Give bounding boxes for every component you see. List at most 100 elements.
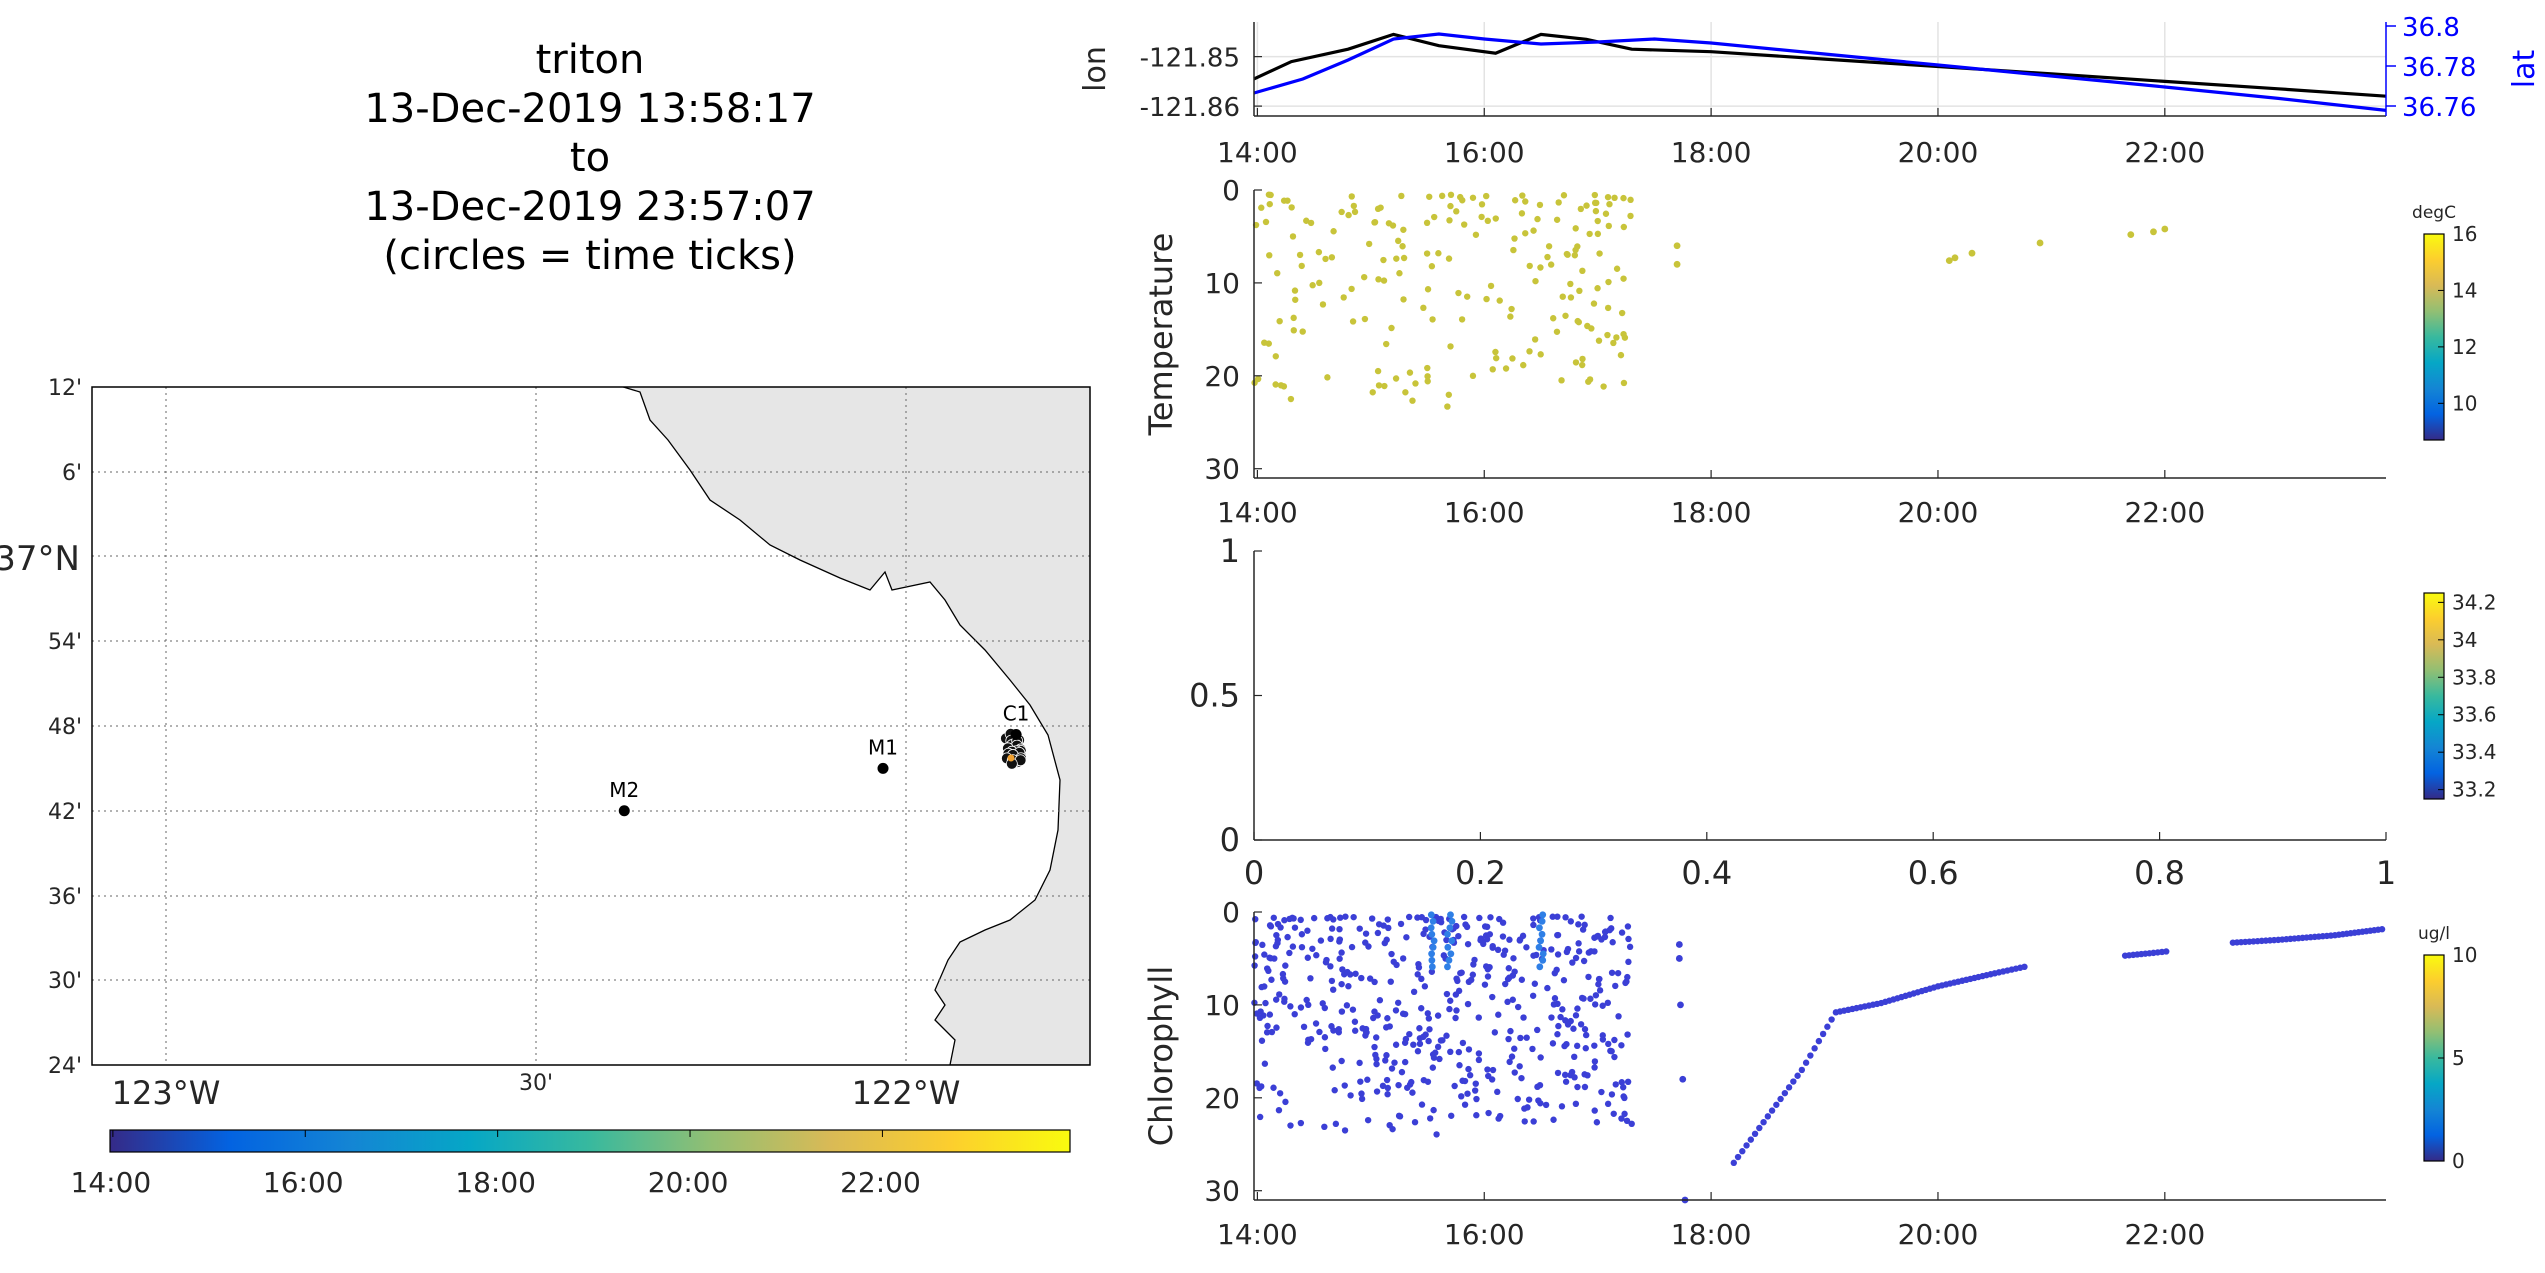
- data-point: [1424, 364, 1431, 372]
- data-point: [1811, 1045, 1818, 1052]
- data-point: [1581, 1083, 1589, 1091]
- data-point: [1539, 950, 1547, 958]
- data-point: [1458, 969, 1465, 976]
- data-point: [1523, 944, 1530, 951]
- data-point: [1332, 1120, 1340, 1128]
- data-point: [1624, 1031, 1631, 1038]
- data-point: [1437, 915, 1444, 923]
- data-point: [1375, 276, 1382, 283]
- data-point: [1270, 914, 1277, 921]
- salinity-colorbar: [2423, 592, 2445, 800]
- station-marker: [1010, 728, 1022, 740]
- data-point: [1605, 278, 1612, 286]
- data-point: [1322, 255, 1329, 263]
- data-point: [1489, 993, 1496, 1001]
- data-point: [1258, 1083, 1265, 1090]
- data-point: [1428, 963, 1436, 971]
- data-point: [1511, 197, 1519, 204]
- time-colorbar-tick-label: 20:00: [648, 1166, 729, 1199]
- data-point: [1518, 976, 1526, 983]
- data-point: [1478, 213, 1485, 221]
- data-point: [1268, 976, 1275, 983]
- data-point: [1539, 956, 1547, 964]
- data-point: [1618, 309, 1626, 317]
- data-point: [1424, 373, 1431, 380]
- map-lat-tick-label: 12': [48, 376, 82, 401]
- y-tick-label: 0: [1222, 896, 1240, 929]
- data-point: [1551, 969, 1558, 977]
- data-point: [1451, 1082, 1458, 1090]
- data-point: [1464, 940, 1472, 948]
- data-point: [1608, 969, 1616, 976]
- data-point: [1734, 1153, 1742, 1161]
- data-point: [1369, 389, 1376, 396]
- colorbar-tick-label: 12: [2452, 335, 2477, 359]
- data-point: [1351, 208, 1359, 216]
- data-point: [1572, 954, 1580, 962]
- temperature-colorbar-ticks: 10 12 14 16: [2438, 222, 2477, 415]
- data-point: [1456, 1062, 1463, 1069]
- data-point: [1300, 1023, 1308, 1031]
- data-point: [1310, 914, 1318, 922]
- data-point: [1262, 999, 1269, 1007]
- data-point: [1535, 943, 1543, 951]
- salinity-x-tick-label: 0.2: [1455, 854, 1506, 892]
- data-point: [1402, 389, 1409, 396]
- data-point: [1573, 1042, 1581, 1050]
- data-point: [1361, 315, 1369, 323]
- time-colorbar-tick-label: 16:00: [263, 1166, 344, 1199]
- data-point: [1572, 1012, 1580, 1019]
- data-point: [1365, 240, 1373, 248]
- data-point: [1569, 959, 1576, 966]
- data-point: [1263, 1029, 1271, 1036]
- data-point: [1604, 999, 1612, 1007]
- station-label: M1: [868, 735, 898, 759]
- data-point: [1625, 935, 1632, 943]
- data-point: [1429, 943, 1437, 951]
- colorbar-tick-label: 33.4: [2452, 740, 2497, 764]
- position-panel: 14:00 16:00 18:00 20:00 22:00 -121.85 -121.86 3…: [1078, 13, 2542, 169]
- map-lat-tick-label: 36': [48, 885, 82, 910]
- data-point: [1611, 194, 1618, 202]
- data-point: [1484, 973, 1492, 980]
- data-point: [1405, 913, 1413, 921]
- data-point: [1521, 1105, 1528, 1112]
- data-point: [1575, 940, 1582, 947]
- data-point: [1596, 250, 1603, 257]
- data-point: [1581, 1026, 1589, 1033]
- data-point: [1290, 327, 1297, 334]
- position-x-tick-label: 20:00: [1898, 136, 1979, 169]
- data-point: [1559, 1006, 1566, 1013]
- data-point: [1400, 226, 1407, 233]
- data-point: [1480, 940, 1487, 948]
- data-point: [1418, 975, 1425, 983]
- data-point: [1404, 1084, 1411, 1091]
- data-point: [1280, 975, 1287, 982]
- data-point: [1514, 1003, 1522, 1011]
- data-point: [1351, 1027, 1359, 1034]
- data-point: [1347, 1092, 1354, 1099]
- data-point: [1604, 1100, 1612, 1108]
- data-point: [1380, 277, 1388, 284]
- data-point: [1446, 217, 1453, 224]
- data-point: [1602, 210, 1610, 217]
- data-point: [1328, 254, 1336, 261]
- data-point: [1297, 916, 1304, 924]
- data-point: [1610, 1110, 1617, 1117]
- data-point: [1622, 979, 1629, 987]
- data-point: [1590, 300, 1598, 307]
- data-point: [1409, 397, 1416, 404]
- data-point: [1422, 916, 1430, 924]
- data-point: [1335, 1025, 1342, 1033]
- data-point: [1523, 1034, 1530, 1041]
- data-point: [1447, 202, 1454, 210]
- map-lon-tick-label: 122°W: [852, 1074, 961, 1112]
- data-point: [1506, 936, 1513, 943]
- data-point: [1526, 262, 1533, 270]
- data-point: [1599, 1002, 1606, 1009]
- data-point: [1304, 954, 1312, 961]
- map-lon-tick-label: 30': [519, 1071, 553, 1096]
- data-point: [1517, 1034, 1524, 1042]
- data-point: [1375, 921, 1383, 928]
- data-point: [1423, 219, 1431, 227]
